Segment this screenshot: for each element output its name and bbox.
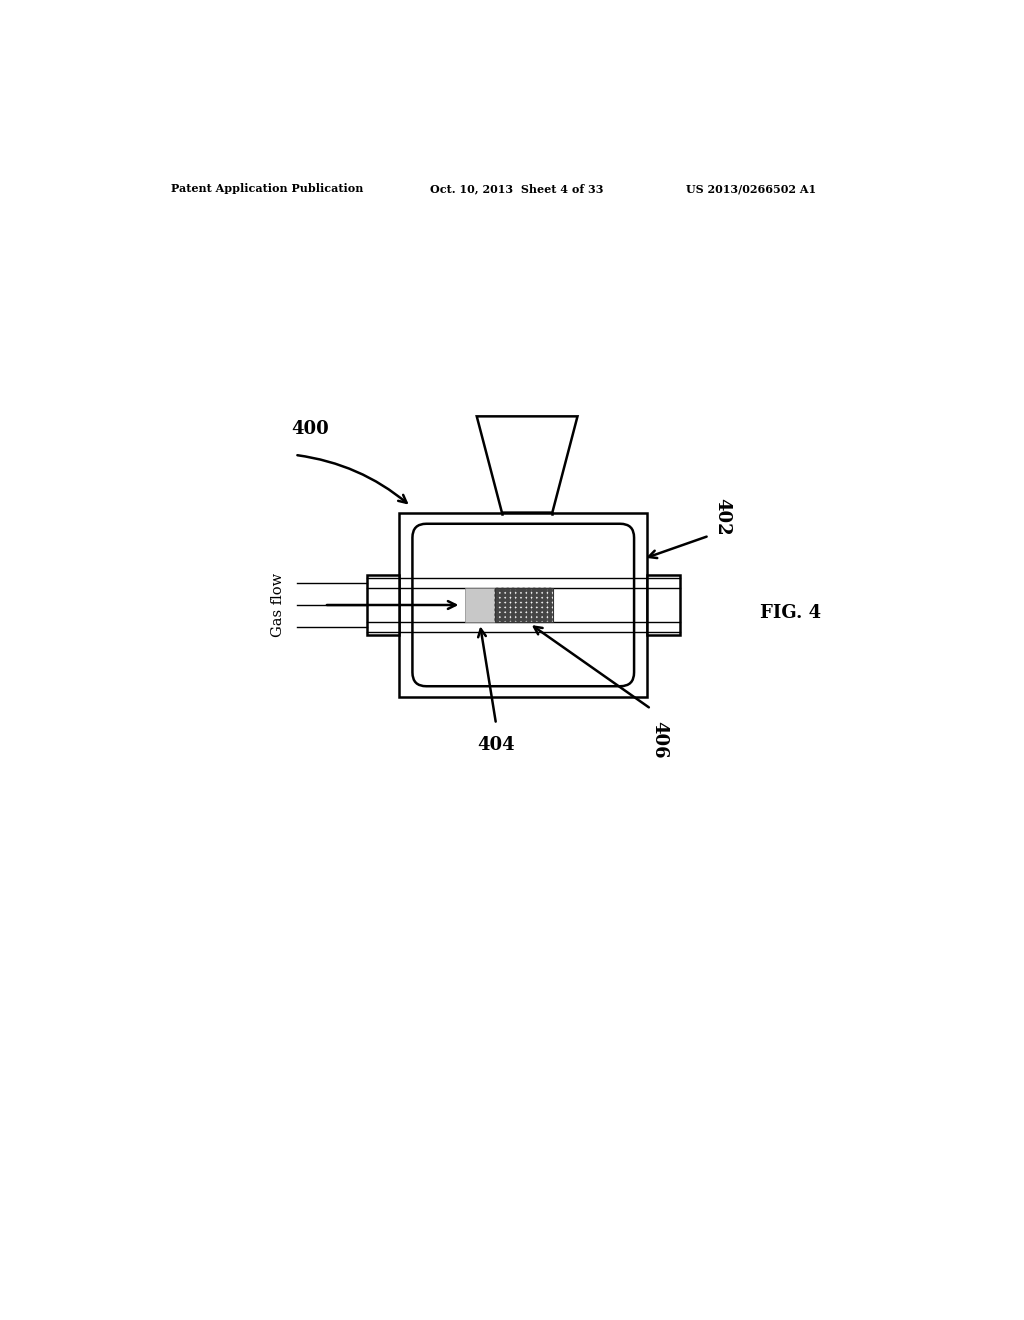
Circle shape [501,618,505,622]
Circle shape [543,593,547,598]
Circle shape [511,589,515,593]
Circle shape [511,618,515,622]
Circle shape [501,589,505,593]
Circle shape [501,612,505,616]
Text: 402: 402 [713,498,731,536]
Circle shape [516,612,520,616]
Text: 404: 404 [477,737,515,754]
Circle shape [495,607,500,612]
Circle shape [538,589,542,593]
Circle shape [501,593,505,598]
Circle shape [532,589,537,593]
Circle shape [548,593,552,598]
Circle shape [532,618,537,622]
Circle shape [521,598,525,602]
Circle shape [495,618,500,622]
Circle shape [511,598,515,602]
Circle shape [532,598,537,602]
Circle shape [501,603,505,607]
Text: Patent Application Publication: Patent Application Publication [171,183,362,194]
Circle shape [548,598,552,602]
Circle shape [506,593,510,598]
Circle shape [538,598,542,602]
Circle shape [516,603,520,607]
Circle shape [526,603,531,607]
Circle shape [501,607,505,612]
Circle shape [532,607,537,612]
Circle shape [526,593,531,598]
Circle shape [543,589,547,593]
Circle shape [511,607,515,612]
Circle shape [548,603,552,607]
Circle shape [548,612,552,616]
Polygon shape [477,416,578,512]
Bar [367,576,399,635]
Circle shape [543,603,547,607]
Circle shape [495,612,500,616]
Bar [399,512,647,697]
Circle shape [548,589,552,593]
Circle shape [521,612,525,616]
Circle shape [516,607,520,612]
Circle shape [506,607,510,612]
Text: 400: 400 [291,421,329,438]
Text: US 2013/0266502 A1: US 2013/0266502 A1 [686,183,816,194]
Text: Oct. 10, 2013  Sheet 4 of 33: Oct. 10, 2013 Sheet 4 of 33 [430,183,604,194]
Circle shape [511,593,515,598]
Circle shape [538,593,542,598]
Circle shape [511,612,515,616]
Circle shape [543,612,547,616]
FancyBboxPatch shape [413,524,634,686]
Bar [647,576,680,635]
Circle shape [495,593,500,598]
Circle shape [521,607,525,612]
Circle shape [506,598,510,602]
Circle shape [495,589,500,593]
Circle shape [495,598,500,602]
Circle shape [526,607,531,612]
Circle shape [538,618,542,622]
Text: Gas flow: Gas flow [270,573,285,638]
Bar [465,589,495,622]
Circle shape [526,612,531,616]
Circle shape [526,618,531,622]
Text: 406: 406 [650,721,668,758]
Circle shape [543,598,547,602]
Circle shape [548,618,552,622]
Circle shape [538,607,542,612]
Circle shape [538,603,542,607]
Circle shape [526,598,531,602]
Circle shape [506,589,510,593]
Circle shape [543,607,547,612]
Circle shape [516,593,520,598]
Circle shape [516,618,520,622]
Circle shape [516,589,520,593]
Circle shape [506,618,510,622]
Circle shape [521,589,525,593]
Circle shape [501,598,505,602]
Circle shape [495,603,500,607]
Circle shape [543,618,547,622]
Circle shape [521,603,525,607]
Circle shape [521,593,525,598]
Text: FIG. 4: FIG. 4 [760,603,821,622]
Circle shape [516,598,520,602]
Circle shape [548,607,552,612]
Circle shape [532,603,537,607]
Circle shape [521,618,525,622]
Circle shape [532,593,537,598]
Circle shape [506,603,510,607]
Bar [495,589,553,622]
Circle shape [526,589,531,593]
Circle shape [538,612,542,616]
Circle shape [506,612,510,616]
Circle shape [532,612,537,616]
Circle shape [511,603,515,607]
